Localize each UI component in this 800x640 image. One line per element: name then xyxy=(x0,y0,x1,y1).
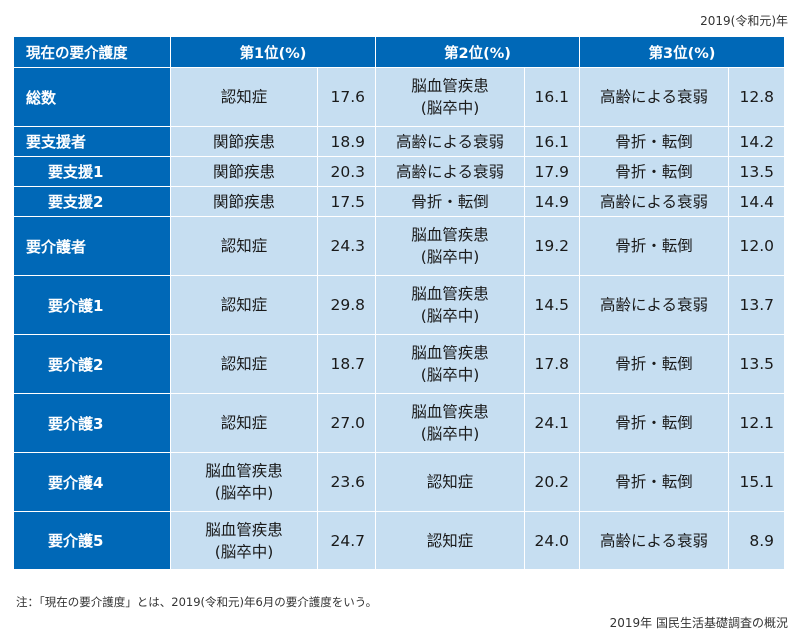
row-label: 要介護者 xyxy=(14,217,171,276)
row-label: 要介護1 xyxy=(14,276,171,335)
rank2-percent: 24.0 xyxy=(525,512,580,570)
rank3-cause: 高齢による衰弱 xyxy=(580,276,729,335)
rank1-cause: 脳血管疾患 (脳卒中) xyxy=(171,453,318,512)
rank3-percent: 12.1 xyxy=(729,394,785,453)
header-rank2: 第2位(%) xyxy=(376,37,580,68)
rank3-percent: 13.5 xyxy=(729,157,785,187)
rank2-cause: 高齢による衰弱 xyxy=(376,127,525,157)
rank3-cause: 骨折・転倒 xyxy=(580,127,729,157)
rank3-cause: 高齢による衰弱 xyxy=(580,68,729,127)
rank2-cause: 脳血管疾患 (脳卒中) xyxy=(376,394,525,453)
rank2-cause: 脳血管疾患 (脳卒中) xyxy=(376,217,525,276)
rank1-cause: 認知症 xyxy=(171,335,318,394)
rank1-cause: 関節疾患 xyxy=(171,187,318,217)
rank1-percent: 27.0 xyxy=(318,394,376,453)
header-rank1: 第1位(%) xyxy=(171,37,376,68)
row-label: 要介護4 xyxy=(14,453,171,512)
rank2-cause: 脳血管疾患 (脳卒中) xyxy=(376,335,525,394)
year-note: 2019(令和元)年 xyxy=(700,14,788,28)
rank2-cause: 脳血管疾患 (脳卒中) xyxy=(376,68,525,127)
row-label: 総数 xyxy=(14,68,171,127)
rank1-percent: 17.6 xyxy=(318,68,376,127)
row-label: 要介護3 xyxy=(14,394,171,453)
rank3-percent: 8.9 xyxy=(729,512,785,570)
rank3-cause: 高齢による衰弱 xyxy=(580,187,729,217)
table-row: 要支援1 関節疾患 20.3 高齢による衰弱 17.9 骨折・転倒 13.5 xyxy=(14,157,785,187)
rank1-percent: 23.6 xyxy=(318,453,376,512)
rank1-percent: 24.3 xyxy=(318,217,376,276)
row-label: 要介護5 xyxy=(14,512,171,570)
rank3-percent: 13.5 xyxy=(729,335,785,394)
table-row: 要介護4 脳血管疾患 (脳卒中) 23.6 認知症 20.2 骨折・転倒 15.1 xyxy=(14,453,785,512)
rank2-percent: 19.2 xyxy=(525,217,580,276)
rank1-percent: 18.9 xyxy=(318,127,376,157)
table-row: 要介護者 認知症 24.3 脳血管疾患 (脳卒中) 19.2 骨折・転倒 12.0 xyxy=(14,217,785,276)
rank3-cause: 骨折・転倒 xyxy=(580,157,729,187)
rank3-percent: 13.7 xyxy=(729,276,785,335)
rank2-cause: 高齢による衰弱 xyxy=(376,157,525,187)
rank1-cause: 認知症 xyxy=(171,68,318,127)
rank1-cause: 関節疾患 xyxy=(171,127,318,157)
rank2-cause: 認知症 xyxy=(376,512,525,570)
rank2-cause: 脳血管疾患 (脳卒中) xyxy=(376,276,525,335)
rank3-percent: 14.2 xyxy=(729,127,785,157)
header-care-level: 現在の要介護度 xyxy=(14,37,171,68)
table-row: 要支援者 関節疾患 18.9 高齢による衰弱 16.1 骨折・転倒 14.2 xyxy=(14,127,785,157)
rank1-cause: 認知症 xyxy=(171,276,318,335)
rank1-cause: 脳血管疾患 (脳卒中) xyxy=(171,512,318,570)
rank2-percent: 16.1 xyxy=(525,68,580,127)
header-rank3: 第3位(%) xyxy=(580,37,785,68)
row-label: 要介護2 xyxy=(14,335,171,394)
rank3-percent: 12.8 xyxy=(729,68,785,127)
row-label: 要支援2 xyxy=(14,187,171,217)
care-cause-table: 現在の要介護度 第1位(%) 第2位(%) 第3位(%) 総数 認知症 17.6… xyxy=(14,37,785,570)
rank2-percent: 16.1 xyxy=(525,127,580,157)
rank1-cause: 認知症 xyxy=(171,217,318,276)
rank3-cause: 骨折・転倒 xyxy=(580,217,729,276)
rank3-percent: 15.1 xyxy=(729,453,785,512)
rank1-percent: 24.7 xyxy=(318,512,376,570)
rank3-percent: 12.0 xyxy=(729,217,785,276)
table-row: 要介護5 脳血管疾患 (脳卒中) 24.7 認知症 24.0 高齢による衰弱 8.… xyxy=(14,512,785,570)
footnote: 注：「現在の要介護度」とは、2019(令和元)年6月の要介護度をいう。 xyxy=(16,595,378,609)
source-note: 2019年 国民生活基礎調査の概況 xyxy=(609,616,788,630)
rank2-percent: 14.5 xyxy=(525,276,580,335)
rank3-cause: 骨折・転倒 xyxy=(580,335,729,394)
rank3-cause: 骨折・転倒 xyxy=(580,453,729,512)
rank2-cause: 認知症 xyxy=(376,453,525,512)
rank1-percent: 18.7 xyxy=(318,335,376,394)
table-row: 要介護1 認知症 29.8 脳血管疾患 (脳卒中) 14.5 高齢による衰弱 13… xyxy=(14,276,785,335)
rank1-cause: 認知症 xyxy=(171,394,318,453)
table-row: 要介護2 認知症 18.7 脳血管疾患 (脳卒中) 17.8 骨折・転倒 13.5 xyxy=(14,335,785,394)
table-row: 要支援2 関節疾患 17.5 骨折・転倒 14.9 高齢による衰弱 14.4 xyxy=(14,187,785,217)
rank3-cause: 骨折・転倒 xyxy=(580,394,729,453)
rank1-percent: 29.8 xyxy=(318,276,376,335)
rank2-percent: 14.9 xyxy=(525,187,580,217)
rank3-cause: 高齢による衰弱 xyxy=(580,512,729,570)
rank2-percent: 20.2 xyxy=(525,453,580,512)
rank1-cause: 関節疾患 xyxy=(171,157,318,187)
rank2-percent: 17.8 xyxy=(525,335,580,394)
rank2-percent: 17.9 xyxy=(525,157,580,187)
rank2-percent: 24.1 xyxy=(525,394,580,453)
table-row: 要介護3 認知症 27.0 脳血管疾患 (脳卒中) 24.1 骨折・転倒 12.1 xyxy=(14,394,785,453)
rank1-percent: 17.5 xyxy=(318,187,376,217)
rank1-percent: 20.3 xyxy=(318,157,376,187)
rank2-cause: 骨折・転倒 xyxy=(376,187,525,217)
table-row: 総数 認知症 17.6 脳血管疾患 (脳卒中) 16.1 高齢による衰弱 12.8 xyxy=(14,68,785,127)
row-label: 要支援者 xyxy=(14,127,171,157)
row-label: 要支援1 xyxy=(14,157,171,187)
rank3-percent: 14.4 xyxy=(729,187,785,217)
